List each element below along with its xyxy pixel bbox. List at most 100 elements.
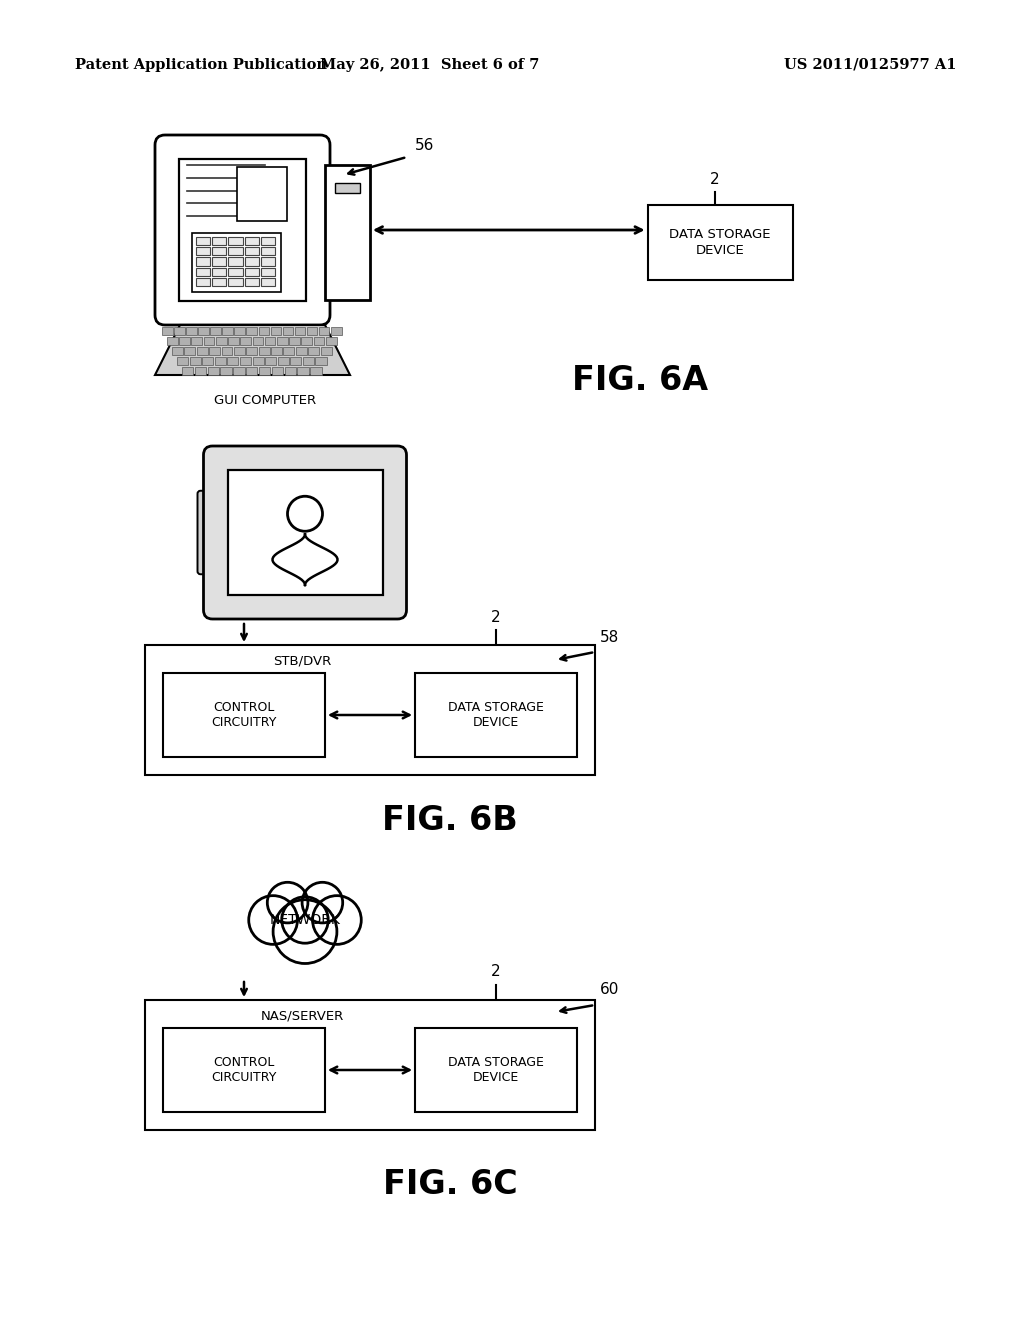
Text: GUI COMPUTER: GUI COMPUTER — [214, 393, 316, 407]
Bar — [212, 279, 226, 286]
Bar — [321, 346, 332, 355]
Bar — [228, 257, 243, 265]
Bar — [172, 346, 183, 355]
Bar — [315, 356, 327, 366]
Circle shape — [312, 896, 361, 944]
Bar — [215, 356, 226, 366]
Circle shape — [267, 882, 308, 923]
Text: 56: 56 — [415, 137, 434, 153]
Text: 2: 2 — [492, 610, 501, 624]
Bar — [179, 158, 306, 301]
Bar — [233, 346, 245, 355]
Bar — [247, 326, 257, 335]
Bar — [163, 1028, 325, 1111]
Bar — [234, 326, 245, 335]
Text: NAS/SERVER: NAS/SERVER — [261, 1010, 344, 1023]
Bar — [253, 337, 263, 345]
Bar — [222, 326, 232, 335]
Bar — [245, 257, 259, 265]
Bar — [647, 205, 793, 280]
Bar — [208, 367, 219, 375]
Bar — [193, 232, 281, 293]
Text: STB/DVR: STB/DVR — [273, 655, 332, 668]
Bar — [227, 470, 383, 595]
Bar — [290, 356, 301, 366]
Bar — [212, 257, 226, 265]
Text: 2: 2 — [711, 173, 720, 187]
Bar — [265, 337, 275, 345]
Bar — [261, 247, 274, 256]
Bar — [245, 279, 259, 286]
Bar — [199, 326, 209, 335]
Bar — [301, 337, 312, 345]
Bar — [296, 346, 307, 355]
Bar — [221, 346, 232, 355]
Bar — [186, 326, 197, 335]
Bar — [295, 326, 305, 335]
Text: US 2011/0125977 A1: US 2011/0125977 A1 — [783, 58, 956, 73]
Bar — [261, 279, 274, 286]
Text: CONTROL
CIRCUITRY: CONTROL CIRCUITRY — [211, 701, 276, 729]
FancyBboxPatch shape — [198, 491, 215, 574]
Bar — [240, 356, 251, 366]
Bar — [310, 367, 322, 375]
Bar — [271, 346, 282, 355]
Bar — [196, 236, 210, 246]
Bar — [177, 356, 188, 366]
Circle shape — [249, 896, 297, 944]
Bar — [245, 236, 259, 246]
Text: 60: 60 — [600, 982, 620, 998]
Bar — [191, 337, 202, 345]
Bar — [415, 1028, 577, 1111]
Bar — [228, 337, 239, 345]
Text: CONTROL
CIRCUITRY: CONTROL CIRCUITRY — [211, 1056, 276, 1084]
Bar — [241, 337, 251, 345]
Circle shape — [288, 496, 323, 531]
Bar — [415, 673, 577, 756]
Text: FIG. 6A: FIG. 6A — [572, 363, 708, 396]
Bar — [210, 326, 221, 335]
Bar — [189, 356, 201, 366]
Bar — [197, 346, 208, 355]
Bar — [228, 279, 243, 286]
Bar — [283, 326, 293, 335]
Bar — [261, 257, 274, 265]
Bar — [184, 346, 196, 355]
Text: 58: 58 — [600, 630, 620, 644]
Bar — [308, 346, 319, 355]
Bar — [276, 337, 288, 345]
Text: DATA STORAGE
DEVICE: DATA STORAGE DEVICE — [670, 228, 771, 256]
Circle shape — [282, 896, 329, 944]
Bar — [179, 337, 189, 345]
Bar — [261, 236, 274, 246]
Bar — [145, 645, 595, 775]
Bar — [228, 247, 243, 256]
Bar — [245, 268, 259, 276]
Bar — [259, 367, 270, 375]
Bar — [196, 247, 210, 256]
Text: NETWORK: NETWORK — [269, 913, 340, 927]
Bar — [204, 337, 214, 345]
Bar — [318, 326, 330, 335]
Polygon shape — [155, 325, 350, 375]
Bar — [331, 326, 341, 335]
Bar — [212, 247, 226, 256]
Text: FIG. 6B: FIG. 6B — [382, 804, 518, 837]
Bar — [326, 337, 337, 345]
Bar — [202, 356, 213, 366]
Bar — [174, 326, 184, 335]
Bar — [145, 1001, 595, 1130]
Bar — [259, 346, 269, 355]
Bar — [247, 346, 257, 355]
Bar — [284, 346, 294, 355]
Bar — [335, 183, 359, 193]
Bar — [245, 247, 259, 256]
FancyBboxPatch shape — [204, 446, 407, 619]
Bar — [307, 326, 317, 335]
Bar — [271, 367, 283, 375]
Bar — [162, 326, 173, 335]
Bar — [297, 367, 308, 375]
Text: 2: 2 — [492, 965, 501, 979]
Bar — [313, 337, 325, 345]
Bar — [258, 326, 269, 335]
